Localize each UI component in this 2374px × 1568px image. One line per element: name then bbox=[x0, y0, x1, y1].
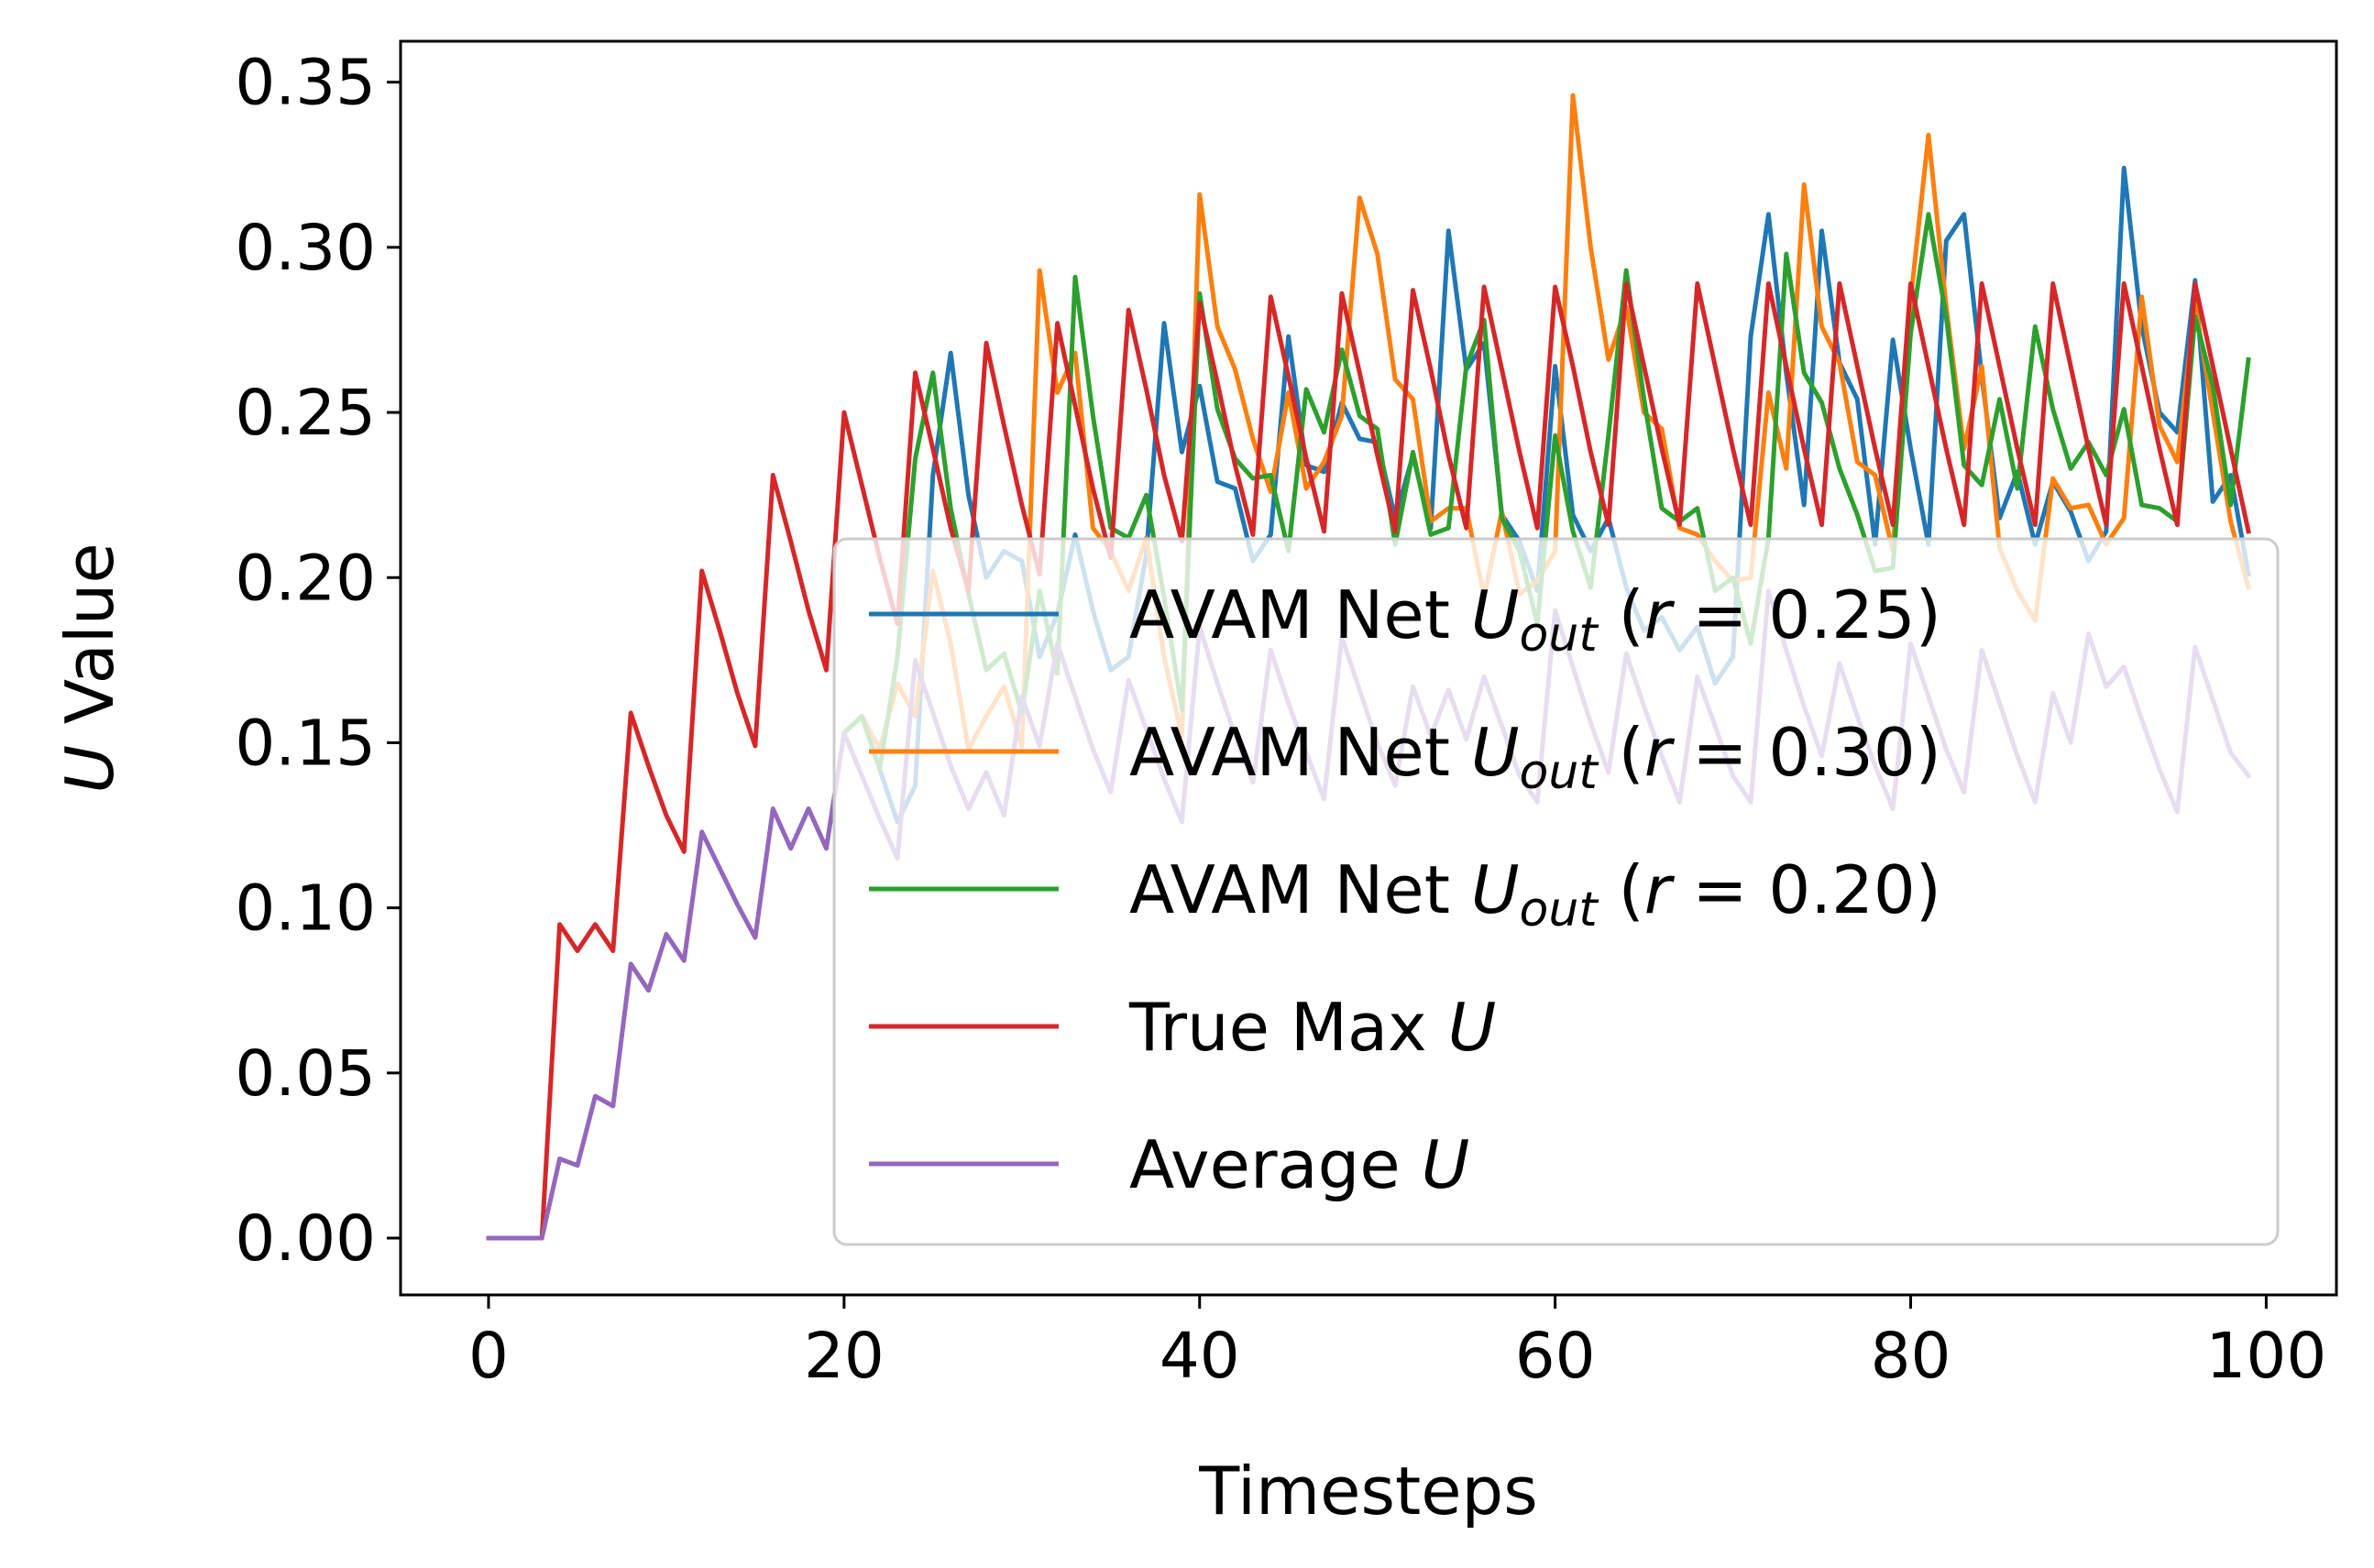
x-axis: 0 20 40 60 80 100 bbox=[468, 1295, 2326, 1393]
y-tick-label: 0.00 bbox=[235, 1202, 376, 1276]
legend-item-avg: Average U bbox=[869, 1126, 1469, 1203]
y-tick-label: 0.15 bbox=[235, 707, 376, 780]
legend-item-max: True Max U bbox=[869, 989, 1496, 1066]
x-tick-label: 40 bbox=[1160, 1320, 1240, 1393]
legend: AVAM Net Uout (r = 0.25) AVAM Net Uout (r… bbox=[832, 537, 2280, 1246]
x-tick-label: 20 bbox=[804, 1320, 885, 1393]
x-tick-label: 60 bbox=[1515, 1320, 1596, 1393]
legend-label: True Max U bbox=[1128, 989, 1496, 1066]
x-tick-label: 100 bbox=[2206, 1320, 2327, 1393]
x-axis-label: Timesteps bbox=[1198, 1453, 1537, 1530]
y-axis-label-rest: Value bbox=[51, 543, 128, 745]
legend-label: Average U bbox=[1129, 1126, 1469, 1203]
plot-frame bbox=[399, 39, 2338, 1297]
y-axis-label-var: U bbox=[51, 745, 128, 794]
legend-label: AVAM Net Uout (r = 0.30) bbox=[1129, 714, 1941, 800]
y-tick-label: 0.20 bbox=[235, 542, 376, 615]
x-tick-label: 0 bbox=[468, 1320, 509, 1393]
x-tick-label: 80 bbox=[1871, 1320, 1951, 1393]
legend-item-r020: AVAM Net Uout (r = 0.20) bbox=[869, 851, 1941, 938]
y-tick-label: 0.25 bbox=[235, 377, 376, 450]
y-tick-label: 0.35 bbox=[235, 47, 376, 120]
series-line-max bbox=[486, 281, 2251, 1241]
legend-item-r030: AVAM Net Uout (r = 0.30) bbox=[869, 714, 1941, 800]
series-line-r020 bbox=[841, 212, 2251, 772]
y-tick-label: 0.30 bbox=[235, 212, 376, 285]
legend-box bbox=[832, 537, 2280, 1246]
y-tick-label: 0.05 bbox=[235, 1037, 376, 1111]
legend-label: AVAM Net Uout (r = 0.25) bbox=[1129, 576, 1941, 663]
y-axis: 0.00 0.05 0.10 0.15 0.20 0.25 0.30 0.35 bbox=[235, 47, 401, 1276]
legend-item-r025: AVAM Net Uout (r = 0.25) bbox=[869, 576, 1941, 663]
legend-label: AVAM Net Uout (r = 0.20) bbox=[1129, 851, 1941, 938]
y-axis-label: U Value bbox=[51, 543, 128, 793]
y-tick-label: 0.10 bbox=[235, 872, 376, 946]
